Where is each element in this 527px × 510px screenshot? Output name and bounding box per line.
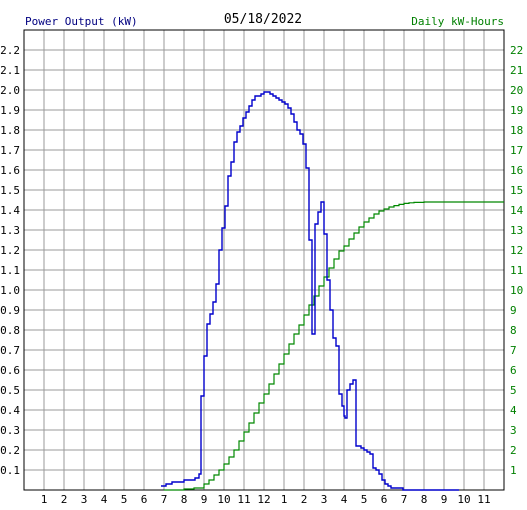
y-right-tick-label: 6 (510, 364, 517, 377)
y-left-tick-label: 0.6 (0, 364, 20, 377)
chart-ylabel-right: Daily kW-Hours (411, 15, 504, 28)
y-right-tick-label: 17 (510, 144, 523, 157)
plot-frame (23, 29, 505, 491)
x-tick-label: 1 (41, 493, 48, 506)
x-tick-label: 9 (201, 493, 208, 506)
x-tick-label: 11 (477, 493, 490, 506)
x-tick-label: 10 (217, 493, 230, 506)
y-left-tick-label: 1.6 (0, 164, 20, 177)
x-tick-label: 12 (257, 493, 270, 506)
y-left-tick-label: 2.1 (0, 64, 20, 77)
y-right-tick-label: 10 (510, 284, 523, 297)
y-left-tick-label: 1.3 (0, 224, 20, 237)
x-tick-label: 8 (421, 493, 428, 506)
y-left-tick-label: 1.4 (0, 204, 20, 217)
x-tick-label: 7 (161, 493, 168, 506)
y-right-tick-label: 14 (510, 204, 524, 217)
x-tick-label: 2 (301, 493, 308, 506)
x-tick-label: 4 (101, 493, 108, 506)
y-left-tick-label: 2.2 (0, 44, 20, 57)
chart-series (161, 91, 504, 491)
y-right-tick-label: 16 (510, 164, 523, 177)
y-right-tick-label: 13 (510, 224, 523, 237)
y-left-tick-label: 0.3 (0, 424, 20, 437)
x-tick-label: 1 (281, 493, 288, 506)
y-right-tick-label: 4 (510, 404, 517, 417)
y-left-tick-label: 1.1 (0, 264, 20, 277)
x-tick-label: 5 (361, 493, 368, 506)
chart-ylabel-left: Power Output (kW) (25, 15, 138, 28)
y-axis-left: 0.1 0.2 0.3 0.4 0.5 0.6 0.7 0.8 0.9 1.0 1.1 1.2 1.3 1… (0, 44, 20, 477)
y-right-tick-label: 2 (510, 444, 517, 457)
y-left-tick-label: 1.9 (0, 104, 20, 117)
y-right-tick-label: 9 (510, 304, 517, 317)
x-tick-label: 9 (441, 493, 448, 506)
daily-kwh-series-line (164, 201, 504, 491)
x-tick-label: 3 (321, 493, 328, 506)
x-tick-label: 3 (81, 493, 88, 506)
x-tick-label: 11 (237, 493, 250, 506)
y-left-tick-label: 1.5 (0, 184, 20, 197)
y-left-tick-label: 0.4 (0, 404, 20, 417)
y-right-tick-label: 20 (510, 84, 523, 97)
y-right-tick-label: 3 (510, 424, 517, 437)
x-tick-label: 7 (401, 493, 408, 506)
y-left-tick-label: 0.8 (0, 324, 20, 337)
y-left-tick-label: 0.2 (0, 444, 20, 457)
y-right-tick-label: 11 (510, 264, 523, 277)
power-output-series-line (161, 91, 459, 491)
y-right-tick-label: 7 (510, 344, 517, 357)
x-tick-label: 5 (121, 493, 128, 506)
y-left-tick-label: 2.0 (0, 84, 20, 97)
y-right-tick-label: 1 (510, 464, 517, 477)
y-right-tick-label: 19 (510, 104, 523, 117)
x-tick-label: 10 (457, 493, 470, 506)
y-left-tick-label: 0.9 (0, 304, 20, 317)
x-tick-label: 6 (381, 493, 388, 506)
y-left-tick-label: 0.1 (0, 464, 20, 477)
y-right-tick-label: 18 (510, 124, 523, 137)
y-left-tick-label: 0.5 (0, 384, 20, 397)
x-tick-label: 8 (181, 493, 188, 506)
x-tick-label: 6 (141, 493, 148, 506)
y-right-tick-label: 5 (510, 384, 517, 397)
y-left-tick-label: 1.8 (0, 124, 20, 137)
chart-grid (24, 30, 504, 490)
y-left-tick-label: 1.0 (0, 284, 20, 297)
y-right-tick-label: 12 (510, 244, 523, 257)
y-left-tick-label: 0.7 (0, 344, 20, 357)
y-right-tick-label: 15 (510, 184, 523, 197)
y-right-tick-label: 21 (510, 64, 523, 77)
y-right-tick-label: 22 (510, 44, 523, 57)
x-tick-label: 4 (341, 493, 348, 506)
chart-title: 05/18/2022 (224, 12, 302, 27)
x-axis: 1 2 3 4 5 6 7 8 9 10 11 12 1 2 3 4 5 6 7 8 9 10 11 (41, 493, 491, 506)
y-left-tick-label: 1.7 (0, 144, 20, 157)
y-left-tick-label: 1.2 (0, 244, 20, 257)
x-tick-label: 2 (61, 493, 68, 506)
y-right-tick-label: 8 (510, 324, 517, 337)
